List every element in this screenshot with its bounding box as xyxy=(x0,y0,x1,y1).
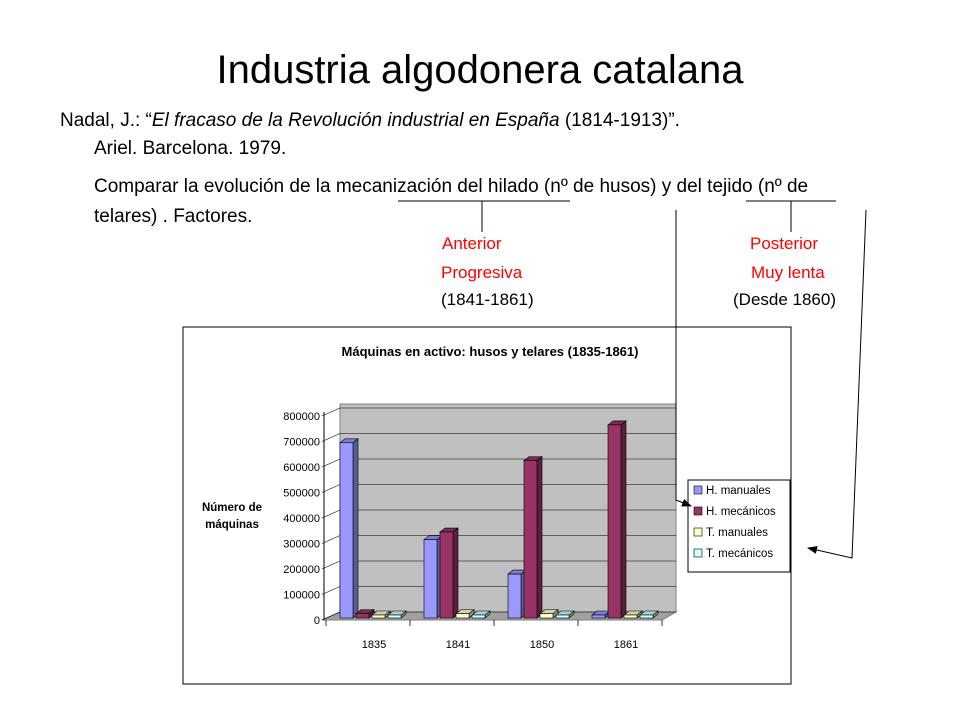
tejido-label-muy-lenta: Muy lenta xyxy=(751,263,825,282)
arrow-to-tejido-legend xyxy=(807,209,867,559)
reference-prefix: Nadal, J.: “ xyxy=(60,110,152,131)
y-axis-label: Número de xyxy=(202,502,262,514)
bar-front xyxy=(471,614,486,619)
bar-front xyxy=(439,531,454,619)
legend-label: T. manuales xyxy=(706,527,768,539)
y-tick-label: 300000 xyxy=(283,539,320,551)
reference-book-title: El fracaso de la Revolución industrial e… xyxy=(151,110,560,131)
y-tick-label: 500000 xyxy=(283,488,320,500)
bar-front xyxy=(607,424,622,619)
bar-front xyxy=(387,614,402,619)
tejido-period: (Desde 1860) xyxy=(733,290,837,309)
hilado-label-progresiva: Progresiva xyxy=(441,263,523,282)
bar-front xyxy=(523,460,538,619)
y-axis-label: máquinas xyxy=(205,519,259,531)
arrow-to-hilado-legend xyxy=(675,210,692,507)
y-tick-label: 0 xyxy=(314,615,320,627)
bar-t-manuales-1835 xyxy=(371,610,391,619)
y-tick-label: 400000 xyxy=(283,513,320,525)
x-tick-label: 1841 xyxy=(446,639,470,651)
bar-h-mec-nicos-1850 xyxy=(523,456,543,619)
reference-line-2: Ariel. Barcelona. 1979. xyxy=(94,138,287,159)
y-tick-label: 200000 xyxy=(283,564,320,576)
hilado-label-anterior: Anterior xyxy=(442,234,502,253)
reference-suffix: (1814-1913)”. xyxy=(559,110,680,131)
y-tick-label: 100000 xyxy=(283,590,320,602)
bar-t-manuales-1850 xyxy=(539,609,559,619)
bar-t-mec-nicos-1841 xyxy=(471,610,491,619)
y-tick-label: 700000 xyxy=(283,437,320,449)
bar-front xyxy=(539,613,554,619)
bar-front xyxy=(507,573,522,619)
bar-front xyxy=(555,614,570,619)
compare-line-2: telares) . Factores. xyxy=(94,206,253,227)
bar-h-mec-nicos-1841 xyxy=(439,527,459,619)
bar-t-mec-nicos-1835 xyxy=(387,610,407,619)
legend-swatch xyxy=(693,485,703,495)
legend-label: H. mecánicos xyxy=(706,506,776,518)
bar-front xyxy=(455,613,470,619)
compare-line-1: Comparar la evolución de la mecanización… xyxy=(94,176,809,197)
legend-label: H. manuales xyxy=(706,485,771,497)
legend-box xyxy=(687,479,791,573)
bar-front xyxy=(339,442,354,619)
x-tick-label: 1835 xyxy=(362,639,386,651)
y-tick-label: 600000 xyxy=(283,462,320,474)
tejido-label-posterior: Posterior xyxy=(750,234,819,253)
bar-h-manuales-1835 xyxy=(339,438,359,619)
gridline xyxy=(321,433,676,442)
bar-front xyxy=(623,614,638,619)
x-tick-label: 1861 xyxy=(614,639,638,651)
bar-t-mec-nicos-1850 xyxy=(555,610,575,619)
y-tick-label: 800000 xyxy=(283,411,320,423)
bar-front xyxy=(355,613,370,619)
legend-swatch xyxy=(693,527,703,537)
slide-title: Industria algodonera catalana xyxy=(216,48,744,92)
bar-front xyxy=(591,614,606,619)
reference-line-1: Nadal, J.: “El fracaso de la Revolución … xyxy=(60,110,680,132)
hilado-period: (1841-1861) xyxy=(441,290,534,309)
x-tick-label: 1850 xyxy=(530,639,554,651)
legend-label: T. mecánicos xyxy=(706,548,773,560)
legend-swatch xyxy=(693,506,703,516)
bar-front xyxy=(371,614,386,619)
gridline xyxy=(321,407,676,417)
chart-title: Máquinas en activo: husos y telares (183… xyxy=(342,344,639,359)
legend-swatch xyxy=(693,548,703,558)
bar-front xyxy=(423,539,438,619)
bar-front xyxy=(639,614,654,619)
bar-t-mec-nicos-1861 xyxy=(639,610,659,619)
